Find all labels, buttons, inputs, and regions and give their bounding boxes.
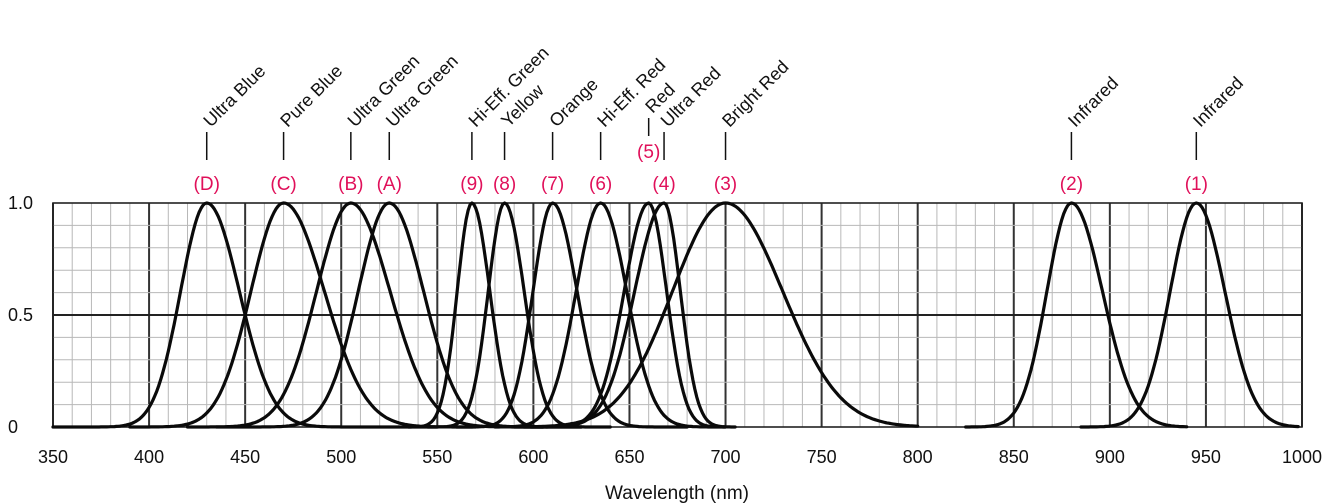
curve-1	[1079, 201, 1300, 429]
series-id-label: (6)	[589, 174, 612, 195]
x-tick-label: 600	[518, 447, 548, 467]
spectral-curves	[51, 201, 1300, 429]
x-tick-label: 700	[711, 447, 741, 467]
curve-8	[426, 201, 612, 429]
series-id-label: (C)	[270, 174, 296, 195]
series-id-label: (3)	[714, 174, 737, 195]
y-tick-label: 0	[8, 417, 18, 437]
series-id-label: (1)	[1185, 174, 1208, 195]
x-axis-title: Wavelength (nm)	[605, 483, 749, 504]
x-tick-label: 350	[38, 447, 68, 467]
x-tick-label: 550	[422, 447, 452, 467]
x-tick-label: 1000	[1282, 447, 1322, 467]
series-id-label: (7)	[541, 174, 564, 195]
y-tick-label: 0.5	[8, 305, 33, 325]
series-labels: (D)Ultra Blue(C)Pure Blue(B)Ultra Green(…	[194, 43, 1247, 195]
series-id-label: (B)	[338, 174, 363, 195]
curve-7	[454, 201, 689, 429]
series-name-label: Infrared	[1064, 73, 1122, 131]
series-id-label: (8)	[493, 174, 516, 195]
series-name-label: Orange	[545, 74, 602, 131]
x-tick-label: 950	[1191, 447, 1221, 467]
series-name-label: Bright Red	[718, 57, 792, 131]
x-tick-label: 800	[903, 447, 933, 467]
series-id-label: (9)	[460, 174, 483, 195]
x-tick-label: 400	[134, 447, 164, 467]
series-id-label: (4)	[652, 174, 675, 195]
x-tick-label: 500	[326, 447, 356, 467]
series-id-label: (2)	[1060, 174, 1083, 195]
series-id-label: (5)	[637, 142, 660, 163]
curve-3	[531, 201, 920, 429]
y-tick-label: 1.0	[8, 193, 33, 213]
y-tick-labels: 0 0.5 1.0	[8, 193, 33, 437]
series-id-label: (D)	[194, 174, 220, 195]
grid	[52, 203, 1303, 427]
x-tick-label: 750	[807, 447, 837, 467]
series-name-label: Infrared	[1189, 73, 1247, 131]
x-tick-label: 850	[999, 447, 1029, 467]
series-name-label: Ultra Blue	[199, 61, 269, 131]
x-tick-label: 450	[230, 447, 260, 467]
series-id-label: (A)	[377, 174, 402, 195]
x-tick-labels: 350 400 450 500 550 600 650 700 750 800 850 900 950 1…	[38, 447, 1322, 467]
series-name-label: Pure Blue	[276, 61, 346, 131]
x-tick-label: 650	[614, 447, 644, 467]
curve-2	[964, 201, 1189, 429]
curve-6	[493, 201, 728, 429]
x-tick-label: 900	[1095, 447, 1125, 467]
